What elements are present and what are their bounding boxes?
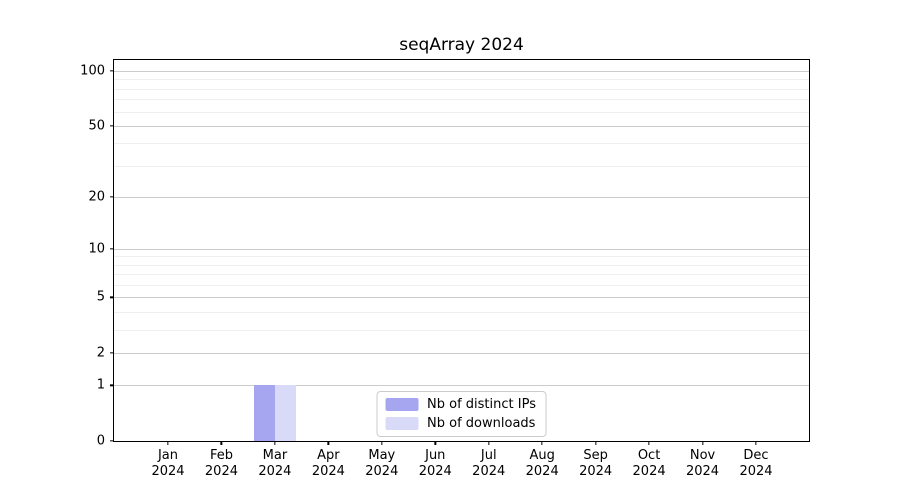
y-gridline-minor: [114, 143, 809, 145]
x-tick-year: 2024: [472, 464, 506, 479]
y-gridline-major: [114, 297, 809, 299]
x-tick-mark: [541, 441, 543, 445]
y-gridline-minor: [114, 274, 809, 276]
x-tick-year: 2024: [258, 464, 292, 479]
y-gridline-minor: [114, 285, 809, 287]
y-tick-label: 50: [88, 118, 105, 134]
legend: Nb of distinct IPs Nb of downloads: [376, 391, 547, 437]
x-tick-mark: [648, 441, 650, 445]
x-tick-label: Jan 2024: [136, 448, 200, 480]
x-tick-label: Mar 2024: [243, 448, 307, 480]
y-gridline-minor: [114, 165, 809, 167]
y-tick-mark: [110, 296, 114, 299]
y-tick-label: 2: [96, 345, 105, 361]
x-tick-month: Apr: [317, 448, 340, 463]
x-tick-mark: [701, 441, 704, 445]
chart-title: seqArray 2024: [399, 35, 524, 55]
x-tick-label: Nov 2024: [671, 448, 735, 480]
x-tick-label: Jul 2024: [457, 448, 521, 480]
x-tick-mark: [594, 441, 597, 445]
x-tick-mark: [434, 441, 436, 445]
legend-swatch-downloads: [385, 417, 419, 430]
y-tick-mark: [110, 440, 114, 442]
x-tick-label: Sep 2024: [564, 448, 628, 480]
y-tick-label: 1: [96, 377, 105, 393]
x-tick-year: 2024: [311, 464, 345, 479]
legend-item-downloads: Nb of downloads: [385, 416, 536, 431]
y-tick-mark: [110, 352, 114, 354]
legend-swatch-distinct-ips: [385, 398, 419, 411]
x-tick-mark: [381, 441, 383, 445]
y-tick-mark: [110, 196, 114, 198]
x-tick-month: Feb: [209, 448, 233, 463]
y-gridline-major: [114, 352, 809, 354]
x-tick-month: Mar: [262, 448, 288, 463]
y-tick-label: 20: [88, 189, 105, 205]
x-tick-year: 2024: [525, 464, 559, 479]
x-tick-month: Jul: [480, 448, 497, 463]
x-tick-mark: [274, 441, 276, 445]
y-tick-label: 100: [80, 63, 105, 79]
bar-nb-of-downloads: [274, 385, 297, 441]
x-tick-label: May 2024: [350, 448, 414, 480]
y-gridline-major: [114, 196, 809, 198]
y-tick-label: 10: [88, 241, 105, 257]
y-tick-label: 5: [96, 289, 105, 305]
y-gridline-major: [114, 385, 809, 387]
plot-area: 0 1 2 5 10 20 50 100 Jan 2024 Feb 2024 Mar 2024 Apr 202…: [80, 59, 810, 479]
x-tick-mark: [167, 441, 169, 445]
x-tick-mark: [488, 441, 490, 445]
x-tick-label: Apr 2024: [296, 448, 360, 480]
x-tick-month: Aug: [529, 448, 555, 463]
x-tick-month: May: [368, 448, 396, 463]
x-tick-mark: [755, 441, 757, 445]
y-gridline-minor: [114, 88, 809, 90]
x-tick-label: Aug 2024: [510, 448, 574, 480]
x-tick-label: Feb 2024: [189, 448, 253, 480]
y-tick-label: 0: [96, 433, 105, 449]
x-tick-year: 2024: [204, 464, 238, 479]
x-tick-year: 2024: [579, 464, 613, 479]
y-gridline-minor: [114, 111, 809, 113]
y-tick-mark: [110, 70, 114, 72]
y-gridline-minor: [114, 99, 809, 101]
x-tick-mark: [220, 441, 223, 445]
y-gridline-minor: [114, 329, 809, 331]
y-gridline-major: [114, 71, 809, 73]
x-tick-month: Dec: [743, 448, 769, 463]
legend-label-downloads: Nb of downloads: [427, 416, 536, 431]
x-tick-month: Jan: [157, 448, 179, 463]
y-tick-mark: [110, 248, 114, 250]
y-gridline-minor: [114, 79, 809, 81]
x-tick-year: 2024: [418, 464, 452, 479]
x-tick-year: 2024: [685, 464, 720, 479]
x-tick-mark: [327, 441, 330, 445]
bar-nb-of-distinct-ips: [253, 385, 275, 441]
y-tick-mark: [110, 384, 114, 387]
x-tick-month: Jun: [425, 448, 446, 463]
y-gridline-minor: [114, 256, 809, 258]
legend-label-distinct-ips: Nb of distinct IPs: [427, 397, 536, 412]
x-tick-label: Dec 2024: [724, 448, 788, 480]
x-tick-label: Oct 2024: [617, 448, 681, 480]
x-tick-year: 2024: [632, 464, 666, 479]
x-tick-year: 2024: [151, 464, 185, 479]
x-tick-month: Sep: [583, 448, 608, 463]
y-tick-mark: [110, 125, 114, 127]
x-tick-year: 2024: [739, 464, 773, 479]
y-gridline-minor: [114, 312, 809, 313]
x-tick-month: Nov: [689, 448, 716, 463]
legend-item-distinct-ips: Nb of distinct IPs: [385, 397, 536, 412]
y-gridline-major: [114, 125, 809, 127]
x-tick-year: 2024: [365, 464, 399, 479]
y-gridline-major: [114, 248, 809, 250]
y-gridline-minor: [114, 264, 809, 266]
x-tick-label: Jun 2024: [403, 448, 467, 480]
x-tick-month: Oct: [637, 448, 661, 463]
